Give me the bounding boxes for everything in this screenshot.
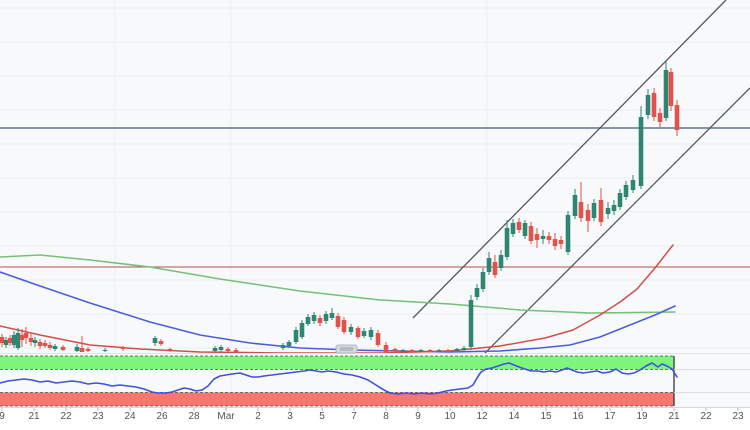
time-axis-label: 26 [156,411,168,422]
time-axis[interactable]: 9 21 22 23 24 26 28 Mar 2 3 5 7 8 9 10 12 14 15 16 17 19 21 22… [0,407,750,430]
time-axis-label: 16 [572,411,584,422]
time-axis-label: 24 [124,411,136,422]
trend-channel [412,0,750,353]
time-axis-label: 10 [444,411,456,422]
price-pane [0,0,750,353]
overbought-band [0,356,674,370]
time-axis-label: 19 [636,411,648,422]
time-axis-label: 12 [476,411,488,422]
time-axis-label: 22 [60,411,72,422]
candles [0,60,680,353]
time-axis-label: 17 [604,411,616,422]
time-axis-label: 8 [383,411,389,422]
time-axis-label: 2 [255,411,261,422]
time-axis-label: 14 [508,411,520,422]
time-axis-label: 23 [92,411,104,422]
time-axis-label: 5 [319,411,325,422]
time-axis-label: 9 [0,411,5,422]
time-axis-label: 3 [287,411,293,422]
time-axis-label: 21 [668,411,680,422]
pane-resize-handle[interactable] [335,344,358,354]
time-axis-label: 28 [188,411,200,422]
time-axis-label: 9 [415,411,421,422]
time-axis-label: 15 [540,411,552,422]
gridlines [0,0,750,407]
moving-averages [0,244,676,353]
price-levels [0,127,750,268]
indicator-line [0,362,678,395]
time-axis-label: Mar [217,411,235,422]
time-axis-label: 21 [28,411,40,422]
time-axis-label: 7 [351,411,357,422]
oversold-band [0,392,674,406]
time-axis-label: 22 [700,411,712,422]
time-axis-label: 23 [732,411,744,422]
